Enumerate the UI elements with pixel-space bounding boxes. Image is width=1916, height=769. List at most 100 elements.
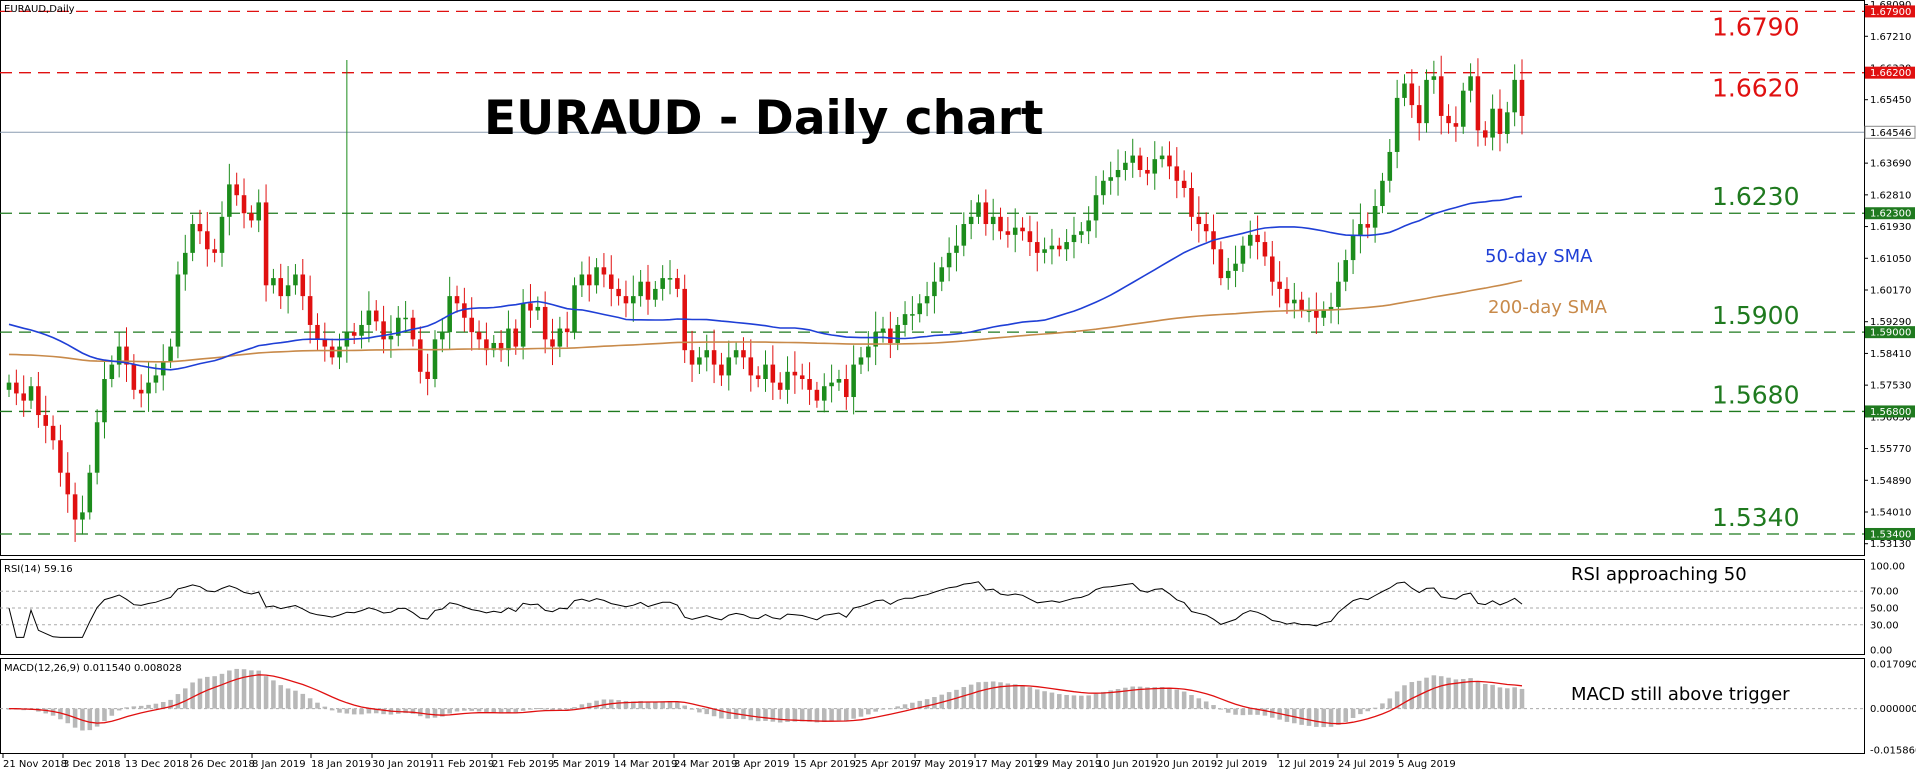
candle-body (1167, 155, 1172, 167)
macd-bar (168, 699, 173, 709)
macd-bar (454, 708, 460, 712)
level-tag-label: 1.62300 (1870, 209, 1911, 220)
x-tick-label: 5 Aug 2019 (1398, 759, 1456, 769)
level-label-2: 1.6230 (1712, 182, 1799, 211)
macd-bar (924, 699, 930, 709)
candle-body (1328, 306, 1334, 311)
candle-body (1057, 245, 1062, 250)
macd-bar (799, 708, 805, 722)
macd-bar (836, 708, 842, 721)
x-tick-label: 2 Jul 2019 (1217, 759, 1267, 769)
candle-body (131, 364, 137, 390)
macd-signal-line (8, 674, 1523, 725)
candle-body (777, 382, 783, 390)
macd-bar (124, 707, 129, 709)
x-tick-label: 12 Jul 2019 (1278, 759, 1335, 769)
macd-bar (1402, 685, 1407, 709)
candle-body (880, 328, 886, 333)
candle-body (469, 317, 474, 333)
macd-bar (1130, 686, 1136, 709)
candle-body (513, 328, 519, 347)
macd-bar (249, 670, 254, 709)
macd-bar (1358, 708, 1363, 715)
macd-bar (241, 669, 247, 709)
macd-bar (550, 708, 555, 711)
macd-bar (1424, 677, 1429, 709)
x-tick-label: 5 Mar 2019 (553, 759, 610, 769)
candle-body (249, 213, 254, 221)
rsi-note: RSI approaching 50 (1571, 564, 1747, 585)
x-tick-label: 25 Apr 2019 (855, 759, 917, 769)
candle-body (939, 267, 945, 282)
candle-body (924, 296, 930, 304)
sma-50-label: 50-day SMA (1485, 246, 1593, 267)
candle-body (418, 339, 423, 372)
price-tick-label: 1.54890 (1870, 476, 1911, 487)
candle-body (873, 332, 878, 347)
macd-bar (94, 708, 100, 727)
macd-bar (484, 708, 489, 713)
macd-bar (1203, 701, 1209, 709)
macd-bar (895, 706, 900, 709)
candle-body (741, 350, 746, 358)
candle-body (608, 274, 614, 289)
candle-body (263, 202, 269, 286)
candle-body (1424, 79, 1429, 124)
current-price-tag (1864, 125, 1916, 139)
macd-bar (520, 708, 526, 711)
price-tick-label: 1.57530 (1870, 381, 1911, 392)
level-label-4: 1.5680 (1712, 380, 1799, 409)
macd-bar (1292, 708, 1297, 724)
candle-body (1233, 263, 1238, 271)
macd-bar (344, 708, 350, 714)
macd-bar (954, 689, 959, 709)
macd-bar (1049, 692, 1055, 709)
candle-body (1402, 83, 1407, 98)
price-tick-label: 1.59290 (1870, 317, 1911, 328)
macd-bar (1086, 695, 1091, 709)
candle-body (1358, 224, 1363, 235)
candle-body (388, 335, 394, 340)
macd-bar (1505, 688, 1510, 709)
candle-body (983, 202, 989, 225)
candle-body (770, 364, 776, 383)
macd-bar (763, 708, 768, 721)
rsi-tick-label: 30.00 (1870, 620, 1899, 631)
macd-bar (227, 670, 232, 709)
candle-body (785, 371, 790, 390)
price-tick-label: 1.65450 (1870, 95, 1911, 106)
macd-bar (1314, 708, 1319, 727)
macd-bar (462, 708, 467, 711)
candle-body (1343, 260, 1349, 282)
candle-body (234, 184, 239, 196)
macd-bar (138, 705, 144, 709)
macd-bar (1225, 708, 1231, 713)
macd-bar (932, 697, 937, 709)
macd-bar (1343, 708, 1349, 722)
candle-body (689, 350, 695, 365)
macd-bar (403, 708, 408, 714)
candle-body (256, 202, 261, 221)
candle-body (1468, 76, 1473, 91)
macd-bar (1108, 690, 1113, 709)
candle-body (50, 425, 56, 441)
macd-bar (564, 708, 570, 710)
macd-tick-label: 0.000000 (1870, 704, 1916, 715)
candle-body (719, 364, 724, 376)
chart-title: EURAUD - Daily chart (484, 91, 1043, 146)
price-tick-label: 1.53130 (1870, 539, 1911, 550)
candle-body (1431, 76, 1437, 80)
candle-body (1438, 76, 1444, 116)
candle-body (968, 216, 974, 225)
candle-body (1284, 288, 1290, 304)
candle-body (491, 342, 497, 351)
candle-body (329, 346, 335, 358)
macd-bar (366, 708, 372, 714)
candle-body (902, 314, 908, 325)
macd-bar (1497, 687, 1503, 709)
rsi-tick-label: 70.00 (1870, 587, 1899, 598)
macd-panel-frame (0, 658, 1865, 754)
candle-body (1093, 195, 1099, 221)
macd-bar (998, 682, 1003, 709)
candle-body (792, 371, 798, 376)
